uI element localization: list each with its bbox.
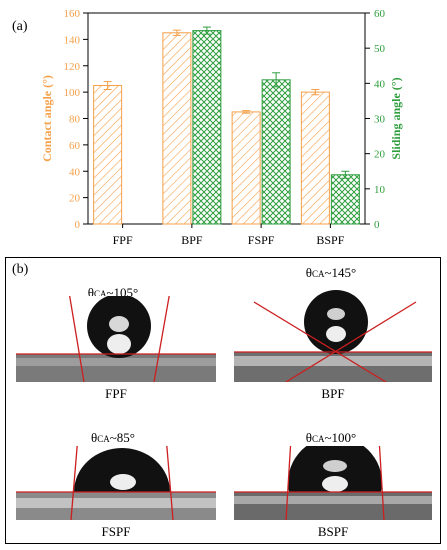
right-axis-tick-label: 40 [374, 78, 386, 90]
right-axis-title: Sliding angle (°) [389, 77, 403, 159]
left-axis-tick-label: 60 [69, 140, 81, 152]
left-axis-tick-label: 140 [64, 34, 81, 46]
left-axis-tick-label: 100 [64, 87, 81, 99]
left-axis-tick-label: 0 [75, 219, 81, 231]
left-axis-tick-label: 80 [69, 114, 81, 126]
contact-angle-label-bspf: θCA~100° [305, 430, 357, 445]
panel-a-label: (a) [12, 19, 28, 34]
bar-bpf-contact [162, 32, 192, 225]
right-axis-tick-label: 50 [374, 43, 386, 55]
contact-angle-label-bpf: θCA~145° [305, 265, 357, 280]
left-axis-tick-label: 20 [69, 193, 81, 205]
x-axis-tick-label: FSPF [248, 233, 275, 247]
caption-bpf: BPF [321, 386, 345, 401]
contact-sliding-angle-chart: (a) 0 20 40 60 80 100 120 140 160 0 10 20 30 40 50 60 Co… [12, 8, 403, 247]
caption-fpf: FPF [105, 386, 127, 401]
right-axis-tick-label: 30 [374, 114, 386, 126]
right-axis-tick-label: 20 [374, 149, 386, 161]
right-axis-tick-label: 10 [374, 184, 386, 196]
right-axis-tick-label: 0 [374, 219, 380, 231]
left-axis-tick-label: 40 [69, 166, 81, 178]
bar-fspf-contact [231, 111, 261, 225]
droplet-photo-fpf [16, 296, 216, 382]
bar-bspf-sliding [330, 174, 360, 225]
bar-fspf-sliding [261, 79, 291, 225]
caption-bspf: BSPF [317, 524, 349, 539]
left-axis-tick-label: 160 [64, 8, 81, 20]
panel-b-label: (b) [12, 262, 29, 277]
droplet-photo-fspf [16, 446, 216, 520]
contact-angle-label-fspf: θCA~85° [91, 430, 135, 445]
bar-bspf-contact [300, 91, 330, 225]
panel-b-photographs: (b) θCA~105° FPF θCA~145° [5, 257, 441, 544]
bar-bpf-sliding [192, 30, 222, 225]
droplet-photo-bspf [234, 446, 432, 520]
droplet-photo-bpf [234, 280, 432, 382]
bar-fpf-contact [93, 85, 123, 225]
x-axis-tick-label: BPF [181, 233, 203, 247]
right-axis-tick-label: 60 [374, 8, 386, 20]
caption-fspf: FSPF [101, 524, 131, 539]
x-axis-tick-label: BSPF [316, 233, 344, 247]
left-axis-tick-label: 120 [64, 61, 81, 73]
x-axis-tick-label: FPF [113, 233, 133, 247]
left-axis-title: Contact angle (°) [40, 75, 54, 162]
